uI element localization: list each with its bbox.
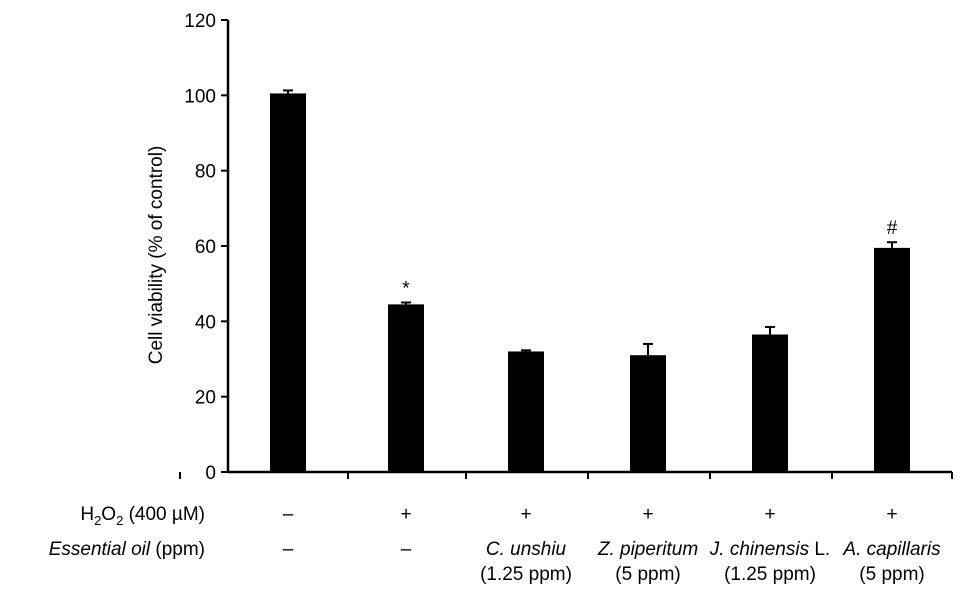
significance-marker: # — [887, 218, 898, 239]
y-tick-label: 100 — [184, 86, 216, 107]
essential-oil-row-label: Essential oil (ppm) — [49, 539, 205, 560]
significance-marker: * — [402, 279, 410, 300]
essential-oil-name: – — [283, 539, 294, 560]
bar — [630, 355, 666, 472]
bar — [752, 334, 788, 472]
h2o2-row-label: H2O2 (400 µM) — [80, 504, 205, 528]
essential-oil-name: – — [401, 539, 412, 560]
bars: *# — [270, 89, 910, 472]
h2o2-value: + — [520, 504, 531, 525]
essential-oil-dose: (5 ppm) — [615, 564, 680, 585]
essential-oil-name: A. capillaris — [842, 539, 941, 560]
h2o2-value: – — [283, 504, 294, 525]
y-tick-label: 60 — [195, 237, 216, 258]
essential-oil-name: C. unshiu — [486, 539, 567, 560]
y-tick-label: 120 — [184, 11, 216, 32]
essential-oil-name: Z. piperitum — [597, 539, 698, 560]
y-tick-label: 80 — [195, 162, 216, 183]
bar — [388, 304, 424, 472]
bar — [508, 351, 544, 472]
essential-oil-dose: (5 ppm) — [859, 564, 924, 585]
bar — [874, 247, 910, 472]
bar — [270, 93, 306, 472]
h2o2-value: + — [886, 504, 897, 525]
essential-oil-dose: (1.25 ppm) — [480, 564, 572, 585]
h2o2-value: + — [642, 504, 653, 525]
y-axis-title: Cell viability (% of control) — [146, 146, 167, 365]
essential-oil-dose: (1.25 ppm) — [724, 564, 816, 585]
h2o2-value: + — [764, 504, 775, 525]
y-tick-label: 20 — [195, 388, 216, 409]
y-tick-label: 0 — [205, 463, 216, 484]
h2o2-value: + — [400, 504, 411, 525]
axes: 0 20 40 60 80 100 120 — [179, 11, 953, 484]
y-tick-label: 40 — [195, 312, 216, 333]
condition-rows: H2O2 (400 µM) Essential oil (ppm) – + + + + +… — [49, 504, 941, 585]
essential-oil-name: J. chinensis L. — [709, 539, 830, 560]
